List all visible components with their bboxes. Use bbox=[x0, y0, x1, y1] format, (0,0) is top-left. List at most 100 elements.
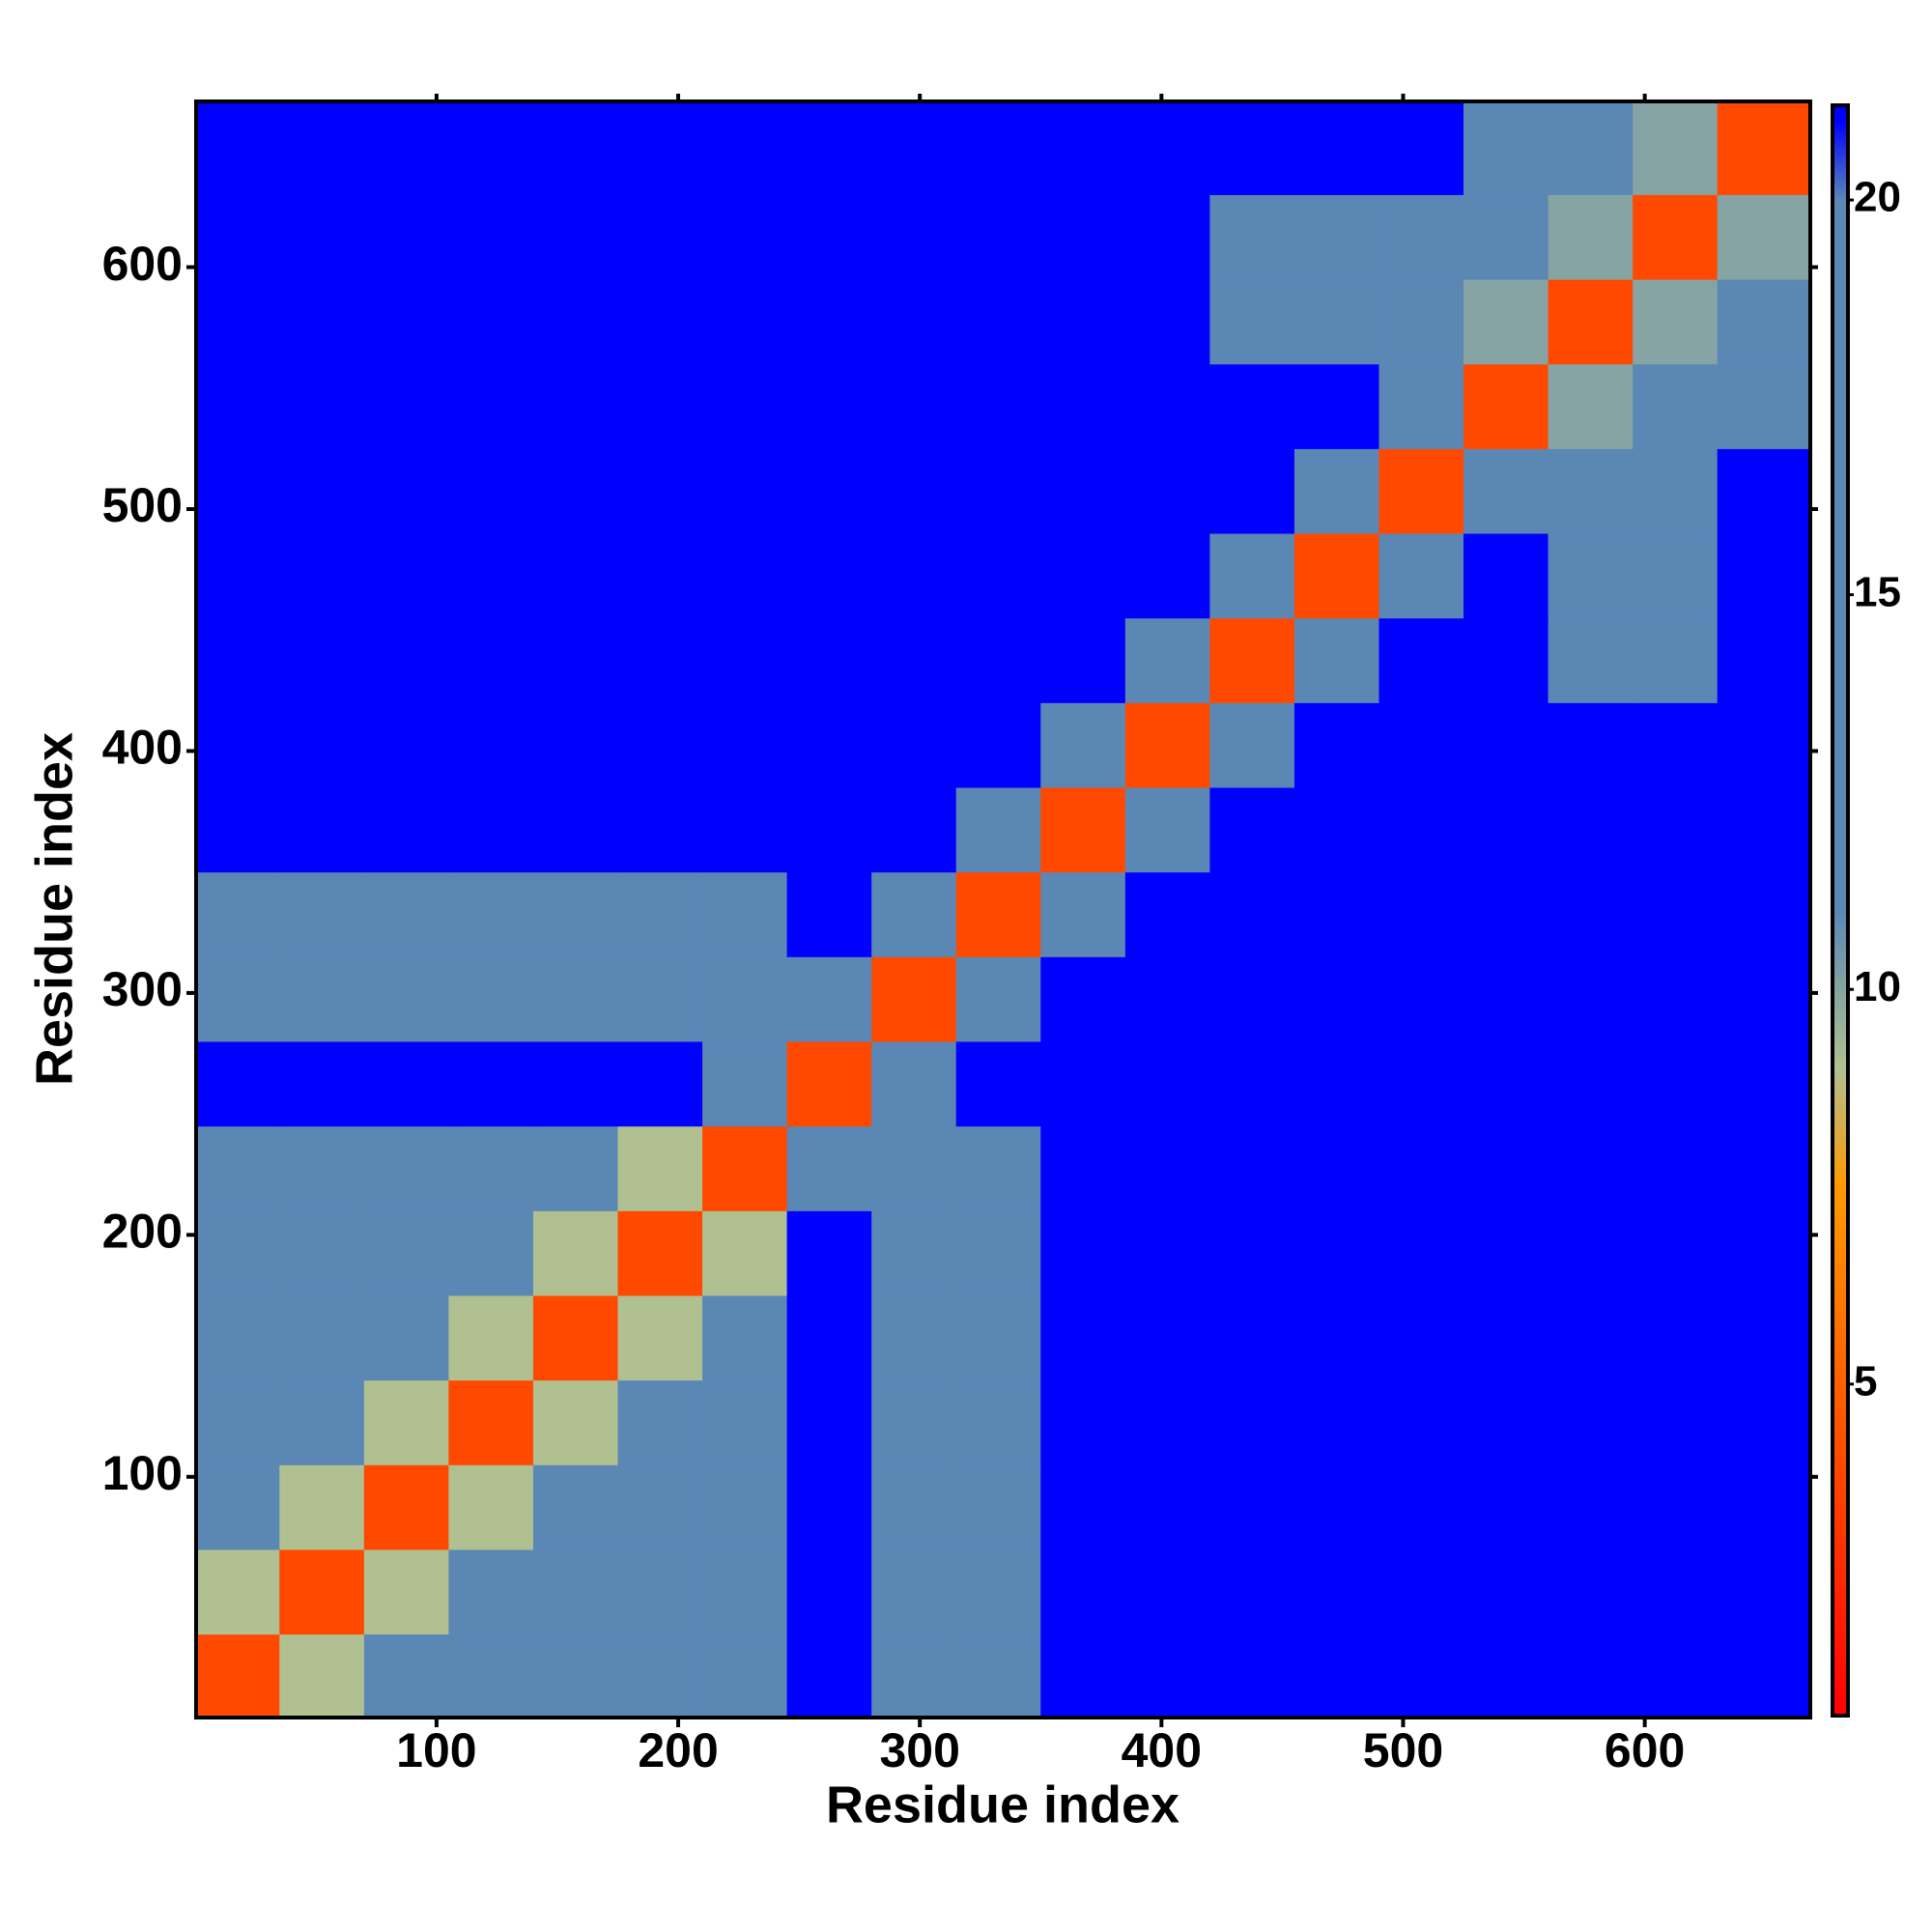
heatmap-cell bbox=[1209, 279, 1295, 365]
heatmap-cell bbox=[279, 617, 365, 703]
heatmap-cell bbox=[1548, 1040, 1634, 1127]
heatmap-cell bbox=[1463, 279, 1549, 365]
heatmap-cell bbox=[702, 787, 788, 873]
heatmap-cell bbox=[279, 1125, 365, 1211]
heatmap-cell bbox=[1378, 363, 1464, 449]
heatmap-cell bbox=[871, 1210, 957, 1296]
y-tick-label: 500 bbox=[102, 478, 183, 532]
x-tick-label: 400 bbox=[1122, 1723, 1202, 1777]
heatmap-cell bbox=[1124, 1294, 1210, 1381]
heatmap-cell bbox=[448, 1040, 534, 1127]
heatmap-cell bbox=[1209, 101, 1295, 195]
heatmap-cell bbox=[1209, 1548, 1295, 1635]
heatmap-cell bbox=[532, 101, 619, 195]
heatmap-cell bbox=[1040, 787, 1126, 873]
heatmap-cell bbox=[1293, 1379, 1379, 1465]
heatmap-cell bbox=[363, 1548, 449, 1635]
heatmap-cell bbox=[702, 533, 788, 619]
heatmap-cell bbox=[1209, 533, 1295, 619]
heatmap-cell bbox=[786, 871, 872, 957]
heatmap-cell bbox=[363, 194, 449, 280]
heatmap-cell bbox=[1209, 787, 1295, 873]
heatmap-cell bbox=[196, 194, 280, 280]
heatmap-cell bbox=[786, 363, 872, 449]
heatmap-cell bbox=[1717, 1210, 1811, 1296]
heatmap-cell bbox=[1293, 1210, 1379, 1296]
heatmap-cell bbox=[1633, 787, 1719, 873]
heatmap-cell bbox=[955, 1210, 1041, 1296]
heatmap-cell bbox=[1633, 871, 1719, 957]
heatmap-cell bbox=[448, 1548, 534, 1635]
heatmap-cell bbox=[702, 279, 788, 365]
heatmap-cell bbox=[1717, 194, 1811, 280]
y-tick-label: 300 bbox=[102, 962, 183, 1016]
heatmap-cell bbox=[1293, 1464, 1379, 1550]
heatmap-cell bbox=[1463, 194, 1549, 280]
colorbar-tick-label: 15 bbox=[1854, 568, 1901, 615]
heatmap-cell bbox=[871, 871, 957, 957]
heatmap-cell bbox=[871, 702, 957, 788]
heatmap-cell bbox=[617, 871, 703, 957]
heatmap-cell bbox=[1378, 448, 1464, 534]
heatmap-cell bbox=[1717, 871, 1811, 957]
heatmap-cell bbox=[1633, 1634, 1719, 1719]
heatmap-cell bbox=[617, 279, 703, 365]
heatmap-cell bbox=[1633, 1548, 1719, 1635]
heatmap-cell bbox=[196, 871, 280, 957]
heatmap-cell bbox=[1124, 1548, 1210, 1635]
heatmap-cell bbox=[786, 533, 872, 619]
heatmap-cell bbox=[1040, 702, 1126, 788]
heatmap-cell bbox=[1378, 1379, 1464, 1465]
heatmap-cell bbox=[1548, 1379, 1634, 1465]
heatmap-cell bbox=[532, 279, 619, 365]
heatmap-cell bbox=[279, 1210, 365, 1296]
heatmap-cell bbox=[448, 702, 534, 788]
heatmap-cell bbox=[448, 279, 534, 365]
heatmap-cell bbox=[1548, 787, 1634, 873]
heatmap-cell bbox=[196, 363, 280, 449]
heatmap-cell bbox=[871, 363, 957, 449]
heatmap-cell bbox=[1124, 1040, 1210, 1127]
heatmap-cell bbox=[363, 871, 449, 957]
heatmap-cell bbox=[279, 702, 365, 788]
heatmap-cell bbox=[955, 702, 1041, 788]
heatmap-cell bbox=[1293, 787, 1379, 873]
heatmap-cell bbox=[786, 1294, 872, 1381]
heatmap-cell bbox=[363, 1464, 449, 1550]
heatmap-cell bbox=[1378, 1210, 1464, 1296]
heatmap-cell bbox=[279, 279, 365, 365]
heatmap-cell bbox=[617, 617, 703, 703]
heatmap-cell bbox=[1124, 448, 1210, 534]
heatmap-cell bbox=[1633, 702, 1719, 788]
heatmap-cell bbox=[786, 1548, 872, 1635]
heatmap-cell bbox=[532, 1379, 619, 1465]
heatmap-cell bbox=[1378, 194, 1464, 280]
heatmap-cell bbox=[1293, 194, 1379, 280]
heatmap-cell bbox=[1633, 533, 1719, 619]
heatmap-cell bbox=[532, 956, 619, 1042]
heatmap-cell bbox=[1717, 533, 1811, 619]
heatmap-cell bbox=[1293, 1125, 1379, 1211]
heatmap-cell bbox=[786, 1210, 872, 1296]
heatmap-cell bbox=[1548, 956, 1634, 1042]
heatmap-cell bbox=[1293, 956, 1379, 1042]
heatmap-cell bbox=[1548, 101, 1634, 195]
heatmap-cell bbox=[1548, 1210, 1634, 1296]
heatmap-cell bbox=[532, 1210, 619, 1296]
heatmap-cell bbox=[1548, 1464, 1634, 1550]
heatmap-cell bbox=[1209, 448, 1295, 534]
heatmap-cell bbox=[1463, 101, 1549, 195]
heatmap-cell bbox=[1463, 1040, 1549, 1127]
heatmap-cell bbox=[1209, 194, 1295, 280]
heatmap-cell bbox=[1548, 702, 1634, 788]
heatmap-cell bbox=[955, 787, 1041, 873]
heatmap-cell bbox=[617, 956, 703, 1042]
heatmap-cell bbox=[363, 101, 449, 195]
heatmap-cell bbox=[279, 956, 365, 1042]
heatmap-cell bbox=[1209, 871, 1295, 957]
x-tick-label: 300 bbox=[879, 1723, 959, 1777]
heatmap-cell bbox=[1378, 617, 1464, 703]
heatmap-cell bbox=[1633, 448, 1719, 534]
heatmap-cell bbox=[1293, 1634, 1379, 1719]
heatmap-cell bbox=[363, 1294, 449, 1381]
